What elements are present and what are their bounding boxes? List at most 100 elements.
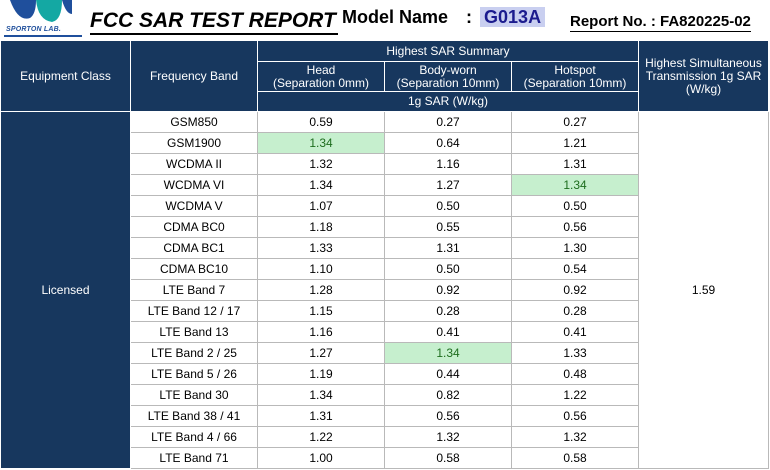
- body-sar-cell: 1.32: [384, 426, 512, 448]
- table-row: LTE Band 13 1.16 0.41 0.41: [1, 321, 769, 343]
- body-sar-cell: 0.28: [384, 300, 512, 322]
- hotspot-sar-cell: 0.50: [511, 195, 639, 217]
- equipment-class-cell: Licensed: [0, 111, 131, 469]
- frequency-band-cell: CDMA BC0: [130, 216, 258, 238]
- head-sar-cell: 1.27: [257, 342, 385, 364]
- table-row: CDMA BC10 1.10 0.50 0.54: [1, 258, 769, 280]
- body-sar-cell: 0.50: [384, 258, 512, 280]
- hotspot-header: Hotspot (Separation 10mm): [511, 61, 639, 92]
- frequency-band-cell: LTE Band 71: [130, 447, 258, 469]
- head-sar-cell: 1.32: [257, 153, 385, 175]
- equipment-class-header: Equipment Class: [0, 40, 131, 112]
- frequency-band-cell: WCDMA II: [130, 153, 258, 175]
- sar-summary-table: Equipment Class Frequency Band Highest S…: [0, 40, 769, 469]
- sar-table-body: Licensed GSM850 0.59 0.27 0.27 1.59 GSM1900 1.3…: [0, 111, 769, 469]
- body-sar-cell: 0.64: [384, 132, 512, 154]
- hotspot-sar-cell: 0.54: [511, 258, 639, 280]
- frequency-band-cell: LTE Band 38 / 41: [130, 405, 258, 427]
- frequency-band-cell: LTE Band 5 / 26: [130, 363, 258, 385]
- head-sar-cell: 1.28: [257, 279, 385, 301]
- head-sar-cell: 1.18: [257, 216, 385, 238]
- body-sar-cell: 1.34: [384, 342, 512, 364]
- sar-unit-header: 1g SAR (W/kg): [257, 91, 639, 112]
- model-colon: :: [466, 7, 473, 27]
- hotspot-sar-cell: 0.92: [511, 279, 639, 301]
- hotspot-sar-cell: 1.31: [511, 153, 639, 175]
- table-row: LTE Band 71 1.00 0.58 0.58: [1, 447, 769, 469]
- body-sar-cell: 1.16: [384, 153, 512, 175]
- hotspot-sar-cell: 1.21: [511, 132, 639, 154]
- head-sar-cell: 1.33: [257, 237, 385, 259]
- simultaneous-header: Highest Simultaneous Transmission 1g SAR…: [638, 40, 769, 112]
- body-sar-cell: 0.58: [384, 447, 512, 469]
- body-sar-cell: 0.27: [384, 111, 512, 133]
- frequency-band-cell: LTE Band 4 / 66: [130, 426, 258, 448]
- table-row: CDMA BC1 1.33 1.31 1.30: [1, 237, 769, 259]
- table-row: LTE Band 2 / 25 1.27 1.34 1.33: [1, 342, 769, 364]
- head-separation: (Separation 0mm): [272, 75, 370, 90]
- table-row: WCDMA VI 1.34 1.27 1.34: [1, 174, 769, 196]
- table-row: GSM1900 1.34 0.64 1.21: [1, 132, 769, 154]
- body-worn-separation: (Separation 10mm): [396, 75, 500, 90]
- table-row: LTE Band 7 1.28 0.92 0.92: [1, 279, 769, 301]
- frequency-band-cell: WCDMA VI: [130, 174, 258, 196]
- frequency-band-cell: LTE Band 2 / 25: [130, 342, 258, 364]
- frequency-band-cell: CDMA BC10: [130, 258, 258, 280]
- head-sar-cell: 1.19: [257, 363, 385, 385]
- head-sar-cell: 1.07: [257, 195, 385, 217]
- hotspot-sar-cell: 1.33: [511, 342, 639, 364]
- head-sar-cell: 1.10: [257, 258, 385, 280]
- sporton-logo: SPORTON LAB.: [0, 0, 84, 40]
- frequency-band-cell: GSM1900: [130, 132, 258, 154]
- frequency-band-cell: WCDMA V: [130, 195, 258, 217]
- body-sar-cell: 0.56: [384, 405, 512, 427]
- hotspot-sar-cell: 0.28: [511, 300, 639, 322]
- head-sar-cell: 1.15: [257, 300, 385, 322]
- body-worn-label: Body-worn: [419, 62, 477, 77]
- report-number: Report No. : FA820225-02: [570, 13, 751, 32]
- body-sar-cell: 0.82: [384, 384, 512, 406]
- report-title: FCC SAR TEST REPORT: [90, 8, 338, 35]
- head-header: Head (Separation 0mm): [257, 61, 385, 92]
- body-sar-cell: 1.31: [384, 237, 512, 259]
- hotspot-sar-cell: 1.30: [511, 237, 639, 259]
- table-row: LTE Band 12 / 17 1.15 0.28 0.28: [1, 300, 769, 322]
- logo-text: SPORTON LAB.: [6, 26, 62, 33]
- frequency-band-cell: LTE Band 12 / 17: [130, 300, 258, 322]
- frequency-band-cell: GSM850: [130, 111, 258, 133]
- model-value: G013A: [480, 7, 546, 27]
- body-sar-cell: 0.44: [384, 363, 512, 385]
- model-name: Model Name: G013A: [342, 6, 546, 28]
- body-worn-header: Body-worn (Separation 10mm): [384, 61, 512, 92]
- head-label: Head: [306, 62, 336, 77]
- hotspot-sar-cell: 0.27: [511, 111, 639, 133]
- table-row: LTE Band 30 1.34 0.82 1.22: [1, 384, 769, 406]
- body-sar-cell: 0.92: [384, 279, 512, 301]
- hotspot-sar-cell: 0.56: [511, 405, 639, 427]
- hotspot-sar-cell: 0.58: [511, 447, 639, 469]
- frequency-band-header: Frequency Band: [130, 40, 258, 112]
- sporton-logo-icon: [10, 0, 72, 22]
- head-sar-cell: 1.31: [257, 405, 385, 427]
- table-row: LTE Band 4 / 66 1.22 1.32 1.32: [1, 426, 769, 448]
- hotspot-sar-cell: 0.56: [511, 216, 639, 238]
- frequency-band-cell: CDMA BC1: [130, 237, 258, 259]
- hotspot-separation: (Separation 10mm): [523, 75, 627, 90]
- hotspot-sar-cell: 1.34: [511, 174, 639, 196]
- head-sar-cell: 1.00: [257, 447, 385, 469]
- head-sar-cell: 0.59: [257, 111, 385, 133]
- simultaneous-sar-cell: 1.59: [638, 111, 769, 469]
- hotspot-sar-cell: 0.48: [511, 363, 639, 385]
- body-sar-cell: 0.41: [384, 321, 512, 343]
- body-sar-cell: 0.55: [384, 216, 512, 238]
- head-sar-cell: 1.16: [257, 321, 385, 343]
- hotspot-sar-cell: 1.22: [511, 384, 639, 406]
- hotspot-label: Hotspot: [554, 62, 596, 77]
- table-row: Licensed GSM850 0.59 0.27 0.27 1.59: [0, 111, 769, 469]
- logo-underline: [4, 35, 82, 37]
- frequency-band-cell: LTE Band 30: [130, 384, 258, 406]
- head-sar-cell: 1.34: [257, 132, 385, 154]
- table-row: LTE Band 38 / 41 1.31 0.56 0.56: [1, 405, 769, 427]
- model-label: Model Name: [342, 7, 449, 27]
- head-sar-cell: 1.34: [257, 384, 385, 406]
